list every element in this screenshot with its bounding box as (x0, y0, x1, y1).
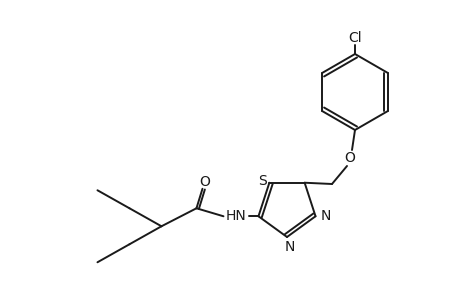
Text: N: N (284, 240, 295, 254)
Text: O: O (199, 175, 209, 189)
Text: O: O (344, 151, 355, 165)
Text: S: S (257, 174, 266, 188)
Text: N: N (319, 209, 330, 223)
Text: HN: HN (226, 209, 246, 223)
Text: Cl: Cl (347, 31, 361, 45)
